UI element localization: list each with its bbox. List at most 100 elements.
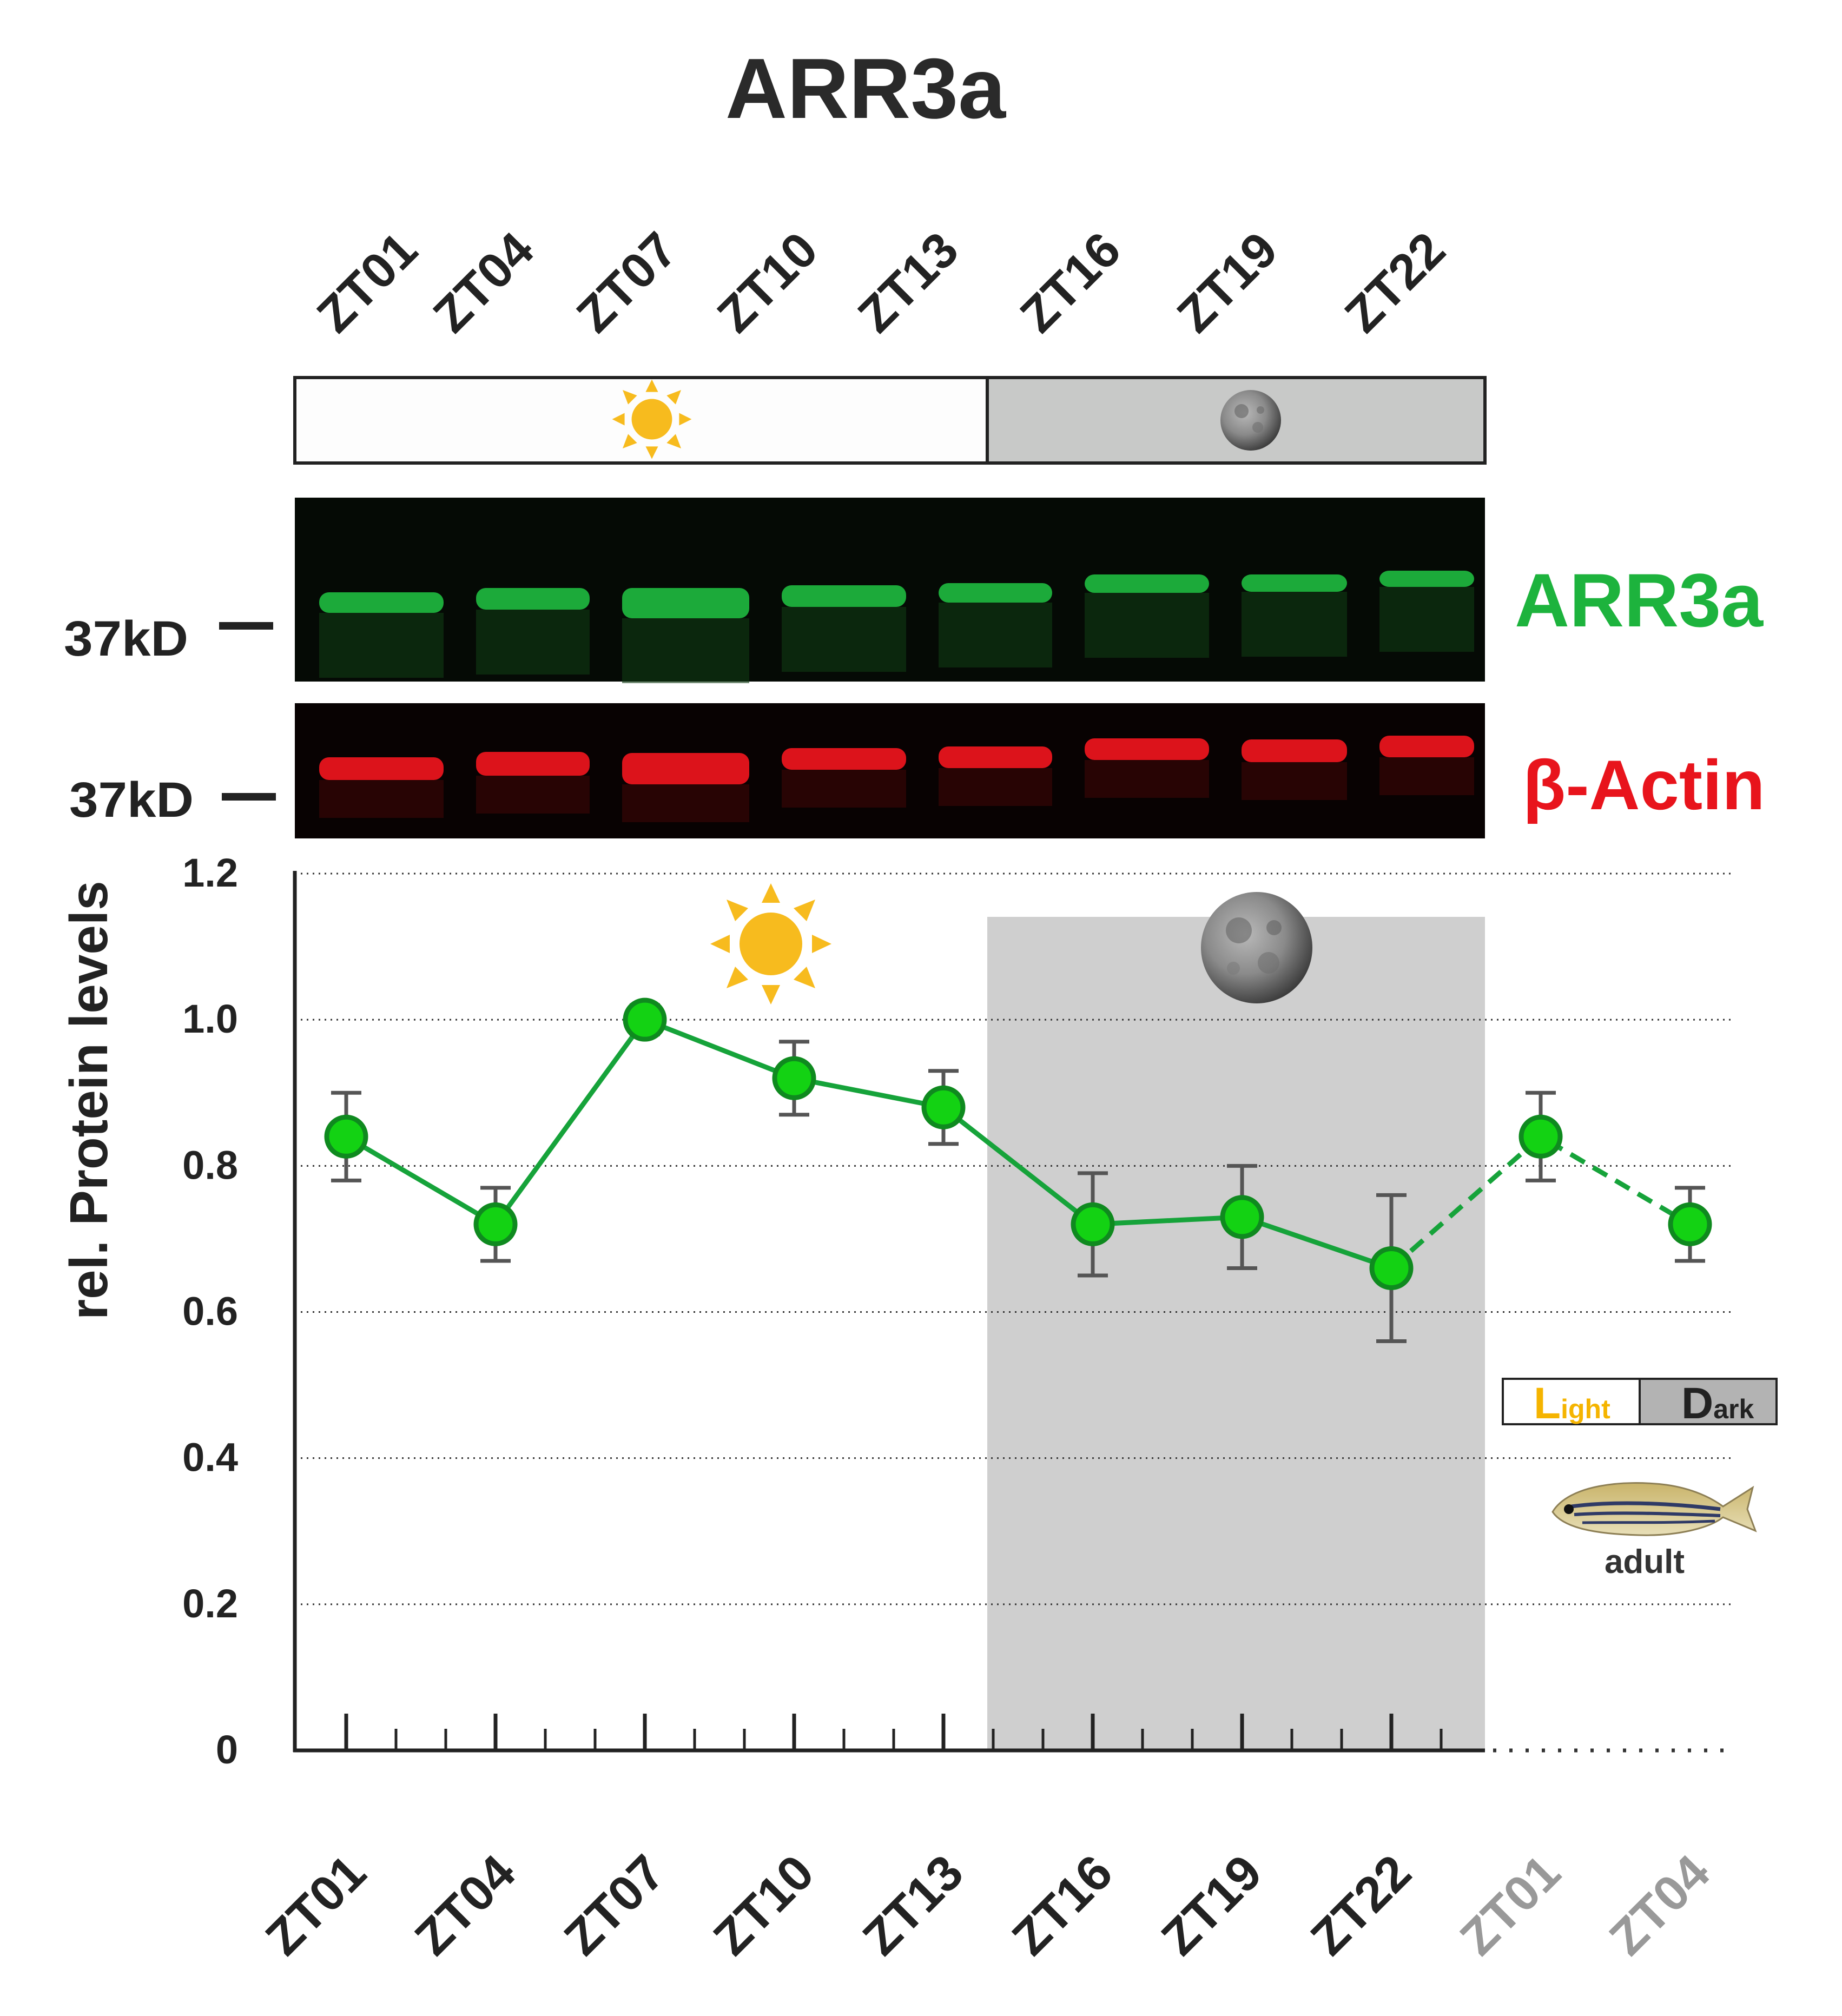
top-lane-label-zt13: ZT13: [848, 222, 969, 343]
arr3a-band-zt10: [782, 585, 906, 607]
arr3a-band-zt16: [1085, 574, 1209, 593]
actin-blot: [295, 703, 1485, 838]
x-tick-label-7: ZT22: [1300, 1845, 1422, 1966]
x-tick-label-0: ZT01: [255, 1845, 377, 1966]
arr3a-band-smear-zt04: [476, 610, 590, 675]
actin-band-smear-zt07: [622, 784, 749, 822]
sun-icon: [612, 379, 692, 459]
actin-band-zt01: [319, 757, 444, 780]
arr3a-bands: [319, 571, 1474, 683]
x-tick-label-8: ZT01: [1450, 1845, 1571, 1966]
x-tick-label-9: ZT04: [1599, 1845, 1720, 1966]
y-tick-labels: 0 0.2 0.4 0.6 0.8 1.0 1.2: [182, 850, 238, 1772]
arr3a-band-smear-zt10: [782, 607, 906, 672]
line-chart: 00.20.40.60.81.01.2 ZT01 ZT04 ZT07 ZT10 ZT13…: [59, 850, 1731, 1966]
data-point-0: [324, 1114, 368, 1159]
moon-icon: [1201, 892, 1312, 1003]
moon-icon: [1220, 390, 1281, 451]
y-tick-label-2: 0.4: [182, 1435, 238, 1480]
arr3a-band-zt01: [319, 592, 444, 613]
data-points: [324, 997, 1712, 1290]
x-tick-label-6: ZT19: [1151, 1845, 1272, 1966]
x-ticks: [344, 1714, 1443, 1750]
data-point-7: [1369, 1246, 1414, 1290]
data-point-8: [1519, 1114, 1563, 1159]
actin-band-smear-zt01: [319, 780, 444, 818]
y-tick-label-1: 0.2: [182, 1581, 238, 1626]
axes: [293, 871, 1485, 1753]
arr3a-band-smear-zt07: [622, 618, 749, 683]
band-label-actin: β-Actin: [1523, 745, 1765, 824]
x-tick-label-3: ZT10: [703, 1845, 824, 1966]
top-lane-label-zt07: ZT07: [566, 222, 688, 343]
top-lane-label-zt16: ZT16: [1010, 222, 1131, 343]
top-lane-label-zt10: ZT10: [707, 222, 828, 343]
arr3a-band-smear-zt19: [1242, 592, 1347, 657]
marker-label-bottom: 37kD: [69, 772, 194, 828]
actin-band-zt16: [1085, 738, 1209, 760]
x-tick-label-5: ZT16: [1002, 1845, 1123, 1966]
series-line-dashed: [1390, 1133, 1692, 1270]
actin-band-smear-zt10: [782, 770, 906, 808]
grid-lines: [295, 873, 1731, 1753]
legend-dark-label: Dark: [1681, 1379, 1754, 1428]
data-point-5: [1071, 1202, 1115, 1246]
actin-band-smear-zt22: [1379, 757, 1474, 795]
fish-label: adult: [1605, 1543, 1685, 1581]
actin-band-zt19: [1242, 739, 1347, 762]
data-point-4: [921, 1085, 966, 1129]
arr3a-band-zt07: [622, 588, 749, 618]
actin-band-smear-zt04: [476, 776, 590, 814]
marker-dash-top: [219, 622, 273, 630]
arr3a-blot: [295, 498, 1485, 683]
series-lines: [345, 1016, 1692, 1271]
arr3a-band-smear-zt22: [1379, 587, 1474, 652]
marker-dash-bottom: [222, 793, 276, 801]
band-label-arr3a: ARR3a: [1515, 558, 1764, 643]
zebrafish-icon: [1551, 1482, 1757, 1536]
top-lane-label-zt22: ZT22: [1335, 222, 1456, 343]
marker-label-top: 37kD: [64, 611, 188, 666]
data-point-3: [772, 1056, 816, 1100]
y-tick-label-4: 0.8: [182, 1142, 238, 1187]
light-dark-legend: Light Dark: [1502, 1378, 1778, 1428]
actin-band-zt13: [939, 746, 1052, 768]
actin-band-zt04: [476, 752, 590, 776]
figure-title: ARR3a: [725, 41, 1006, 136]
series-line-solid: [345, 1016, 1392, 1271]
actin-band-zt10: [782, 748, 906, 770]
legend-dark-box: [1639, 1378, 1778, 1425]
light-dark-bar: [293, 376, 1487, 465]
top-lane-label-zt01: ZT01: [307, 222, 428, 343]
arr3a-band-zt19: [1242, 574, 1347, 592]
sun-icon: [710, 883, 831, 1004]
legend-light-label: Light: [1534, 1379, 1610, 1428]
y-tick-label-0: 0: [216, 1727, 238, 1772]
x-tick-labels: ZT01 ZT04 ZT07 ZT10 ZT13 ZT16 ZT19 ZT22 ZT01 ZT04: [255, 1845, 1720, 1966]
actin-bands: [319, 736, 1474, 822]
data-point-2: [623, 997, 667, 1042]
data-point-1: [473, 1202, 518, 1246]
arr3a-band-zt22: [1379, 571, 1474, 587]
x-tick-label-1: ZT04: [405, 1845, 526, 1966]
top-lane-label-zt04: ZT04: [423, 222, 544, 343]
x-tick-label-2: ZT07: [554, 1845, 675, 1966]
x-tick-label-4: ZT13: [853, 1845, 974, 1966]
data-point-9: [1668, 1202, 1712, 1246]
top-lane-label-zt19: ZT19: [1167, 222, 1288, 343]
arr3a-band-zt13: [939, 583, 1052, 603]
actin-band-smear-zt13: [939, 768, 1052, 806]
y-tick-label-6: 1.2: [182, 850, 238, 895]
actin-band-smear-zt16: [1085, 760, 1209, 798]
actin-band-smear-zt19: [1242, 762, 1347, 800]
y-axis-label: rel. Protein levels: [59, 881, 118, 1320]
y-tick-label-5: 1.0: [182, 996, 238, 1041]
data-point-6: [1220, 1195, 1264, 1239]
actin-band-zt22: [1379, 736, 1474, 757]
arr3a-band-smear-zt13: [939, 603, 1052, 667]
arr3a-band-zt04: [476, 588, 590, 610]
dark-period-shading: [987, 917, 1485, 1750]
y-tick-label-3: 0.6: [182, 1289, 238, 1334]
